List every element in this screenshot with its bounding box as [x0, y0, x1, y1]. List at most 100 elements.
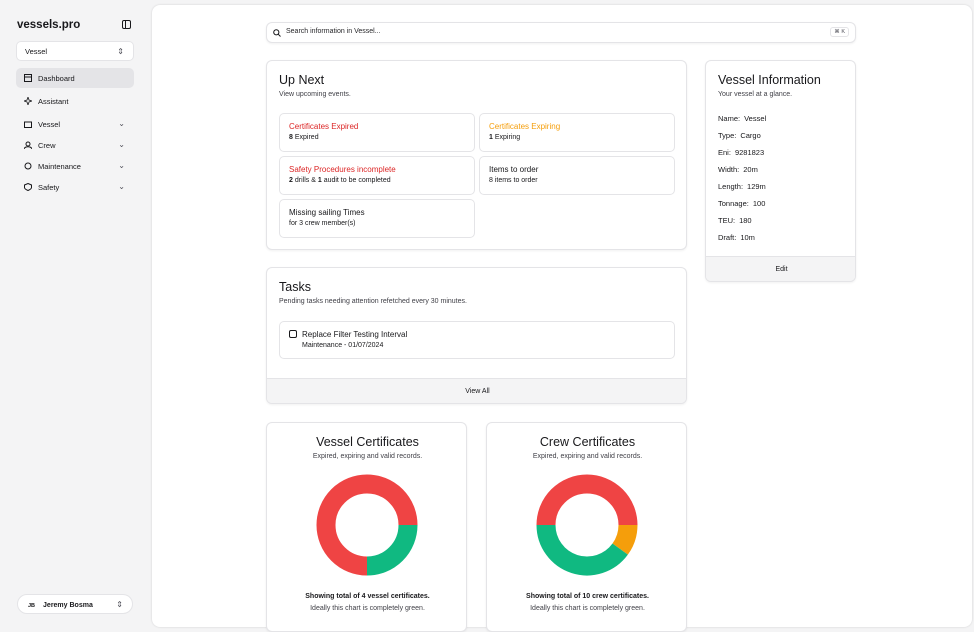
task-title: Replace Filter Testing Interval	[302, 330, 408, 339]
field-value: 129m	[747, 182, 766, 191]
field-row: Draft: 10m	[718, 233, 755, 242]
shortcut: ⌘ K	[830, 27, 849, 37]
nav-label: Safety	[38, 183, 60, 192]
card-subtitle: View upcoming events.	[279, 91, 351, 98]
field-row: Width: 20m	[718, 165, 758, 174]
chart-subtitle: Expired, expiring and valid records.	[312, 453, 423, 460]
search-placeholder: Search information in Vessel...	[286, 28, 381, 35]
detail: for 3 crew member(s)	[289, 220, 356, 227]
card-title: Tasks	[279, 280, 311, 294]
chart-note: Ideally this chart is completely green.	[530, 605, 645, 612]
card-title: Vessel Information	[718, 73, 821, 87]
field-value: 180	[739, 216, 752, 225]
event[interactable]: Missing sailing Times for 3 crew member(s…	[279, 199, 475, 238]
user-initials: JB	[28, 603, 36, 609]
field-label: Type:	[718, 131, 737, 140]
nav-label: Dashboard	[38, 74, 75, 83]
up-next-card: Up Next View upcoming events. Certificat…	[266, 60, 687, 250]
field-value: 100	[752, 199, 766, 208]
card-subtitle: Your vessel at a glance.	[718, 91, 793, 98]
search-bar[interactable]: Search information in Vessel... ⌘ K	[266, 22, 856, 43]
donut-segment	[536, 524, 628, 576]
nav-item[interactable]: Dashboard	[16, 68, 134, 88]
donut-segment	[366, 524, 418, 576]
chart-card: Crew Certificates Expired, expiring and v…	[486, 422, 687, 632]
field-row: TEU: 180	[718, 216, 752, 225]
event[interactable]: Safety Procedures incomplete 2 drills & 1…	[279, 156, 475, 195]
task-meta: Maintenance - 01/07/2024	[302, 342, 384, 349]
field-label: Draft:	[718, 233, 737, 242]
select-value: Vessel	[25, 47, 48, 56]
nav-item[interactable]: Crew ⌄	[16, 135, 134, 155]
field-value: 10m	[740, 233, 755, 242]
chart-card: Vessel Certificates Expired, expiring and…	[266, 422, 467, 632]
event-title: Certificates Expiring	[489, 122, 561, 131]
field-row: Name: Vessel	[718, 114, 766, 123]
donut-segment	[536, 474, 638, 526]
task[interactable]: Replace Filter Testing Interval Maintenan…	[279, 321, 675, 359]
field-value: 20m	[743, 165, 758, 174]
count: 1	[489, 134, 493, 141]
field-label: Name:	[718, 114, 741, 123]
sidebar-toggle[interactable]	[122, 20, 131, 29]
nav-item[interactable]: Maintenance ⌄	[16, 156, 134, 176]
checkbox[interactable]	[289, 330, 297, 338]
chart-note: Ideally this chart is completely green.	[310, 605, 425, 612]
field-row: Eni: 9281823	[718, 148, 764, 157]
nav-item[interactable]: Safety ⌄	[16, 177, 134, 197]
edit-button[interactable]: Edit	[706, 256, 855, 281]
detail: drills &	[294, 177, 316, 184]
field-value: Cargo	[740, 131, 761, 140]
event-title: Missing sailing Times	[289, 208, 365, 217]
detail: Expiring	[494, 134, 521, 141]
donut-chart	[316, 474, 418, 576]
card-subtitle: Pending tasks needing attention refetche…	[279, 298, 467, 305]
card-title: Up Next	[279, 73, 325, 87]
donut-chart	[536, 474, 638, 576]
event-title: Items to order	[489, 165, 539, 174]
chart-title: Crew Certificates	[539, 435, 636, 449]
nav-label: Maintenance	[38, 162, 81, 171]
count: 1	[317, 177, 322, 184]
chart-caption: Showing total of 10 crew certificates.	[526, 593, 649, 600]
donut-segment	[316, 474, 418, 576]
nav-label: Crew	[38, 141, 56, 150]
field-label: Length:	[718, 182, 744, 191]
field-label: TEU:	[718, 216, 736, 225]
field-label: Tonnage:	[718, 199, 749, 208]
event[interactable]: Certificates Expiring 1 Expiring	[479, 113, 675, 152]
nav-item[interactable]: Vessel ⌄	[16, 114, 134, 134]
count: 2	[289, 177, 293, 184]
view-all-button[interactable]: View All	[267, 378, 686, 403]
count: 8	[289, 134, 293, 141]
detail: Expired	[294, 134, 319, 141]
vessel-info-card: Vessel Information Your vessel at a glan…	[705, 60, 856, 282]
field-row: Length: 129m	[718, 182, 766, 191]
field-label: Width:	[718, 165, 740, 174]
vessel-select[interactable]: Vessel ⇕	[16, 41, 134, 61]
brand: vessels.pro	[17, 19, 81, 31]
detail: audit to be completed	[323, 177, 391, 184]
field-value: Vessel	[744, 114, 767, 123]
field-row: Tonnage: 100	[718, 199, 765, 208]
field-label: Eni:	[718, 148, 731, 157]
donut-segment	[612, 524, 638, 555]
chart-caption: Showing total of 4 vessel certificates.	[305, 593, 430, 600]
event-title: Safety Procedures incomplete	[289, 165, 396, 174]
field-value: 9281823	[734, 148, 765, 157]
field-row: Type: Cargo	[718, 131, 761, 140]
detail: 8 items to order	[489, 177, 538, 184]
nav-label: Vessel	[38, 120, 61, 129]
user-menu[interactable]: JB Jeremy Bosma ⇕	[17, 594, 133, 614]
nav-item[interactable]: Assistant	[16, 91, 134, 111]
event[interactable]: Items to order 8 items to order	[479, 156, 675, 195]
event[interactable]: Certificates Expired 8 Expired	[279, 113, 475, 152]
chart-subtitle: Expired, expiring and valid records.	[532, 453, 643, 460]
chart-title: Vessel Certificates	[316, 435, 419, 449]
nav-label: Assistant	[38, 97, 69, 106]
tasks-card: Tasks Pending tasks needing attention re…	[266, 267, 687, 404]
event-title: Certificates Expired	[289, 122, 359, 131]
user-name: Jeremy Bosma	[43, 602, 93, 609]
